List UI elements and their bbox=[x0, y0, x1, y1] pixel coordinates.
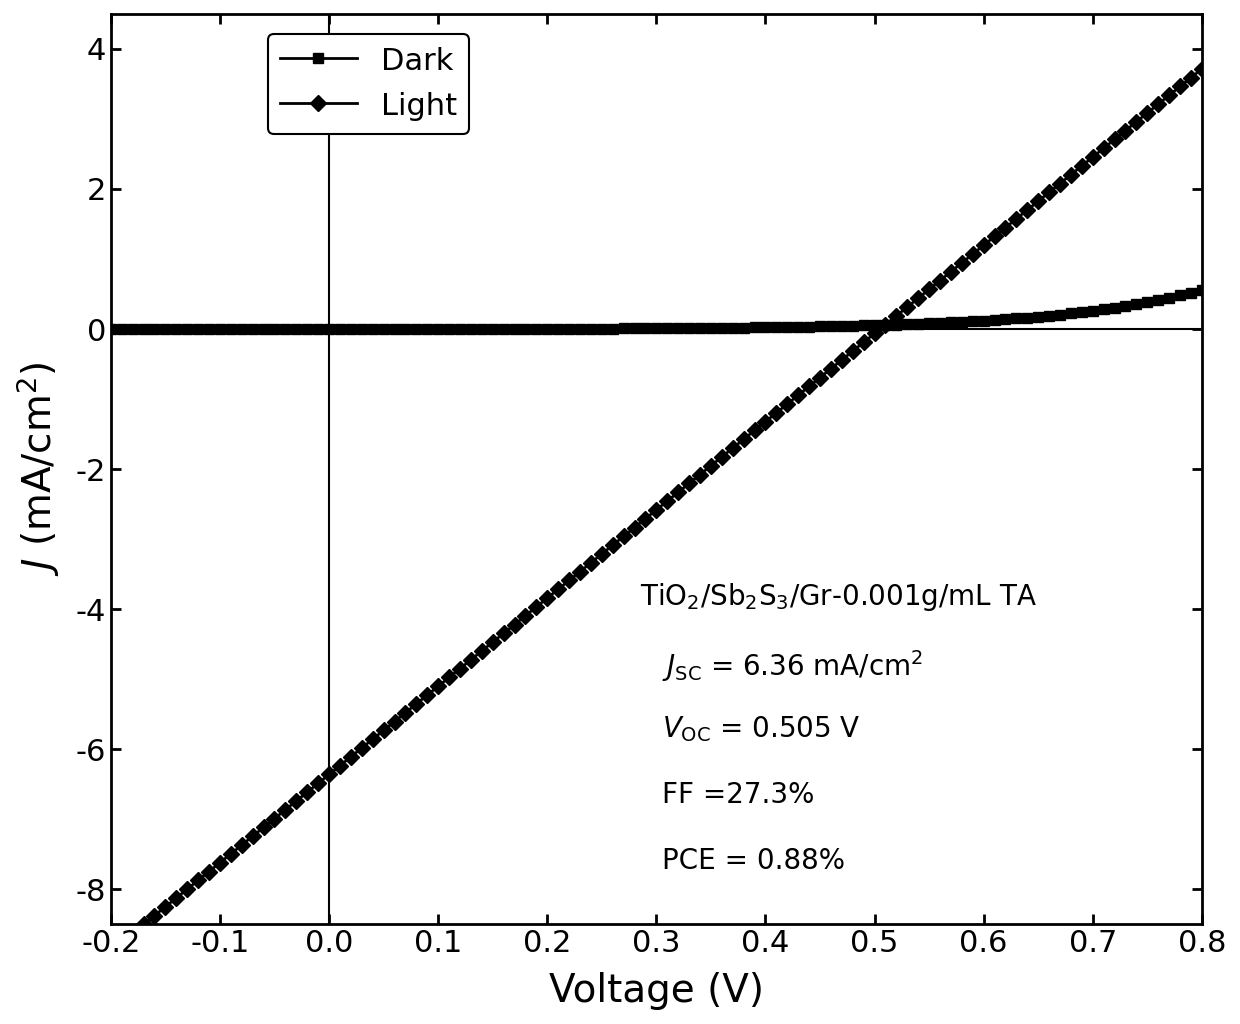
Y-axis label: $J$ (mA/cm$^2$): $J$ (mA/cm$^2$) bbox=[14, 361, 62, 577]
Dark bbox=[758, 322, 773, 334]
Text: PCE = 0.88%: PCE = 0.88% bbox=[662, 847, 844, 876]
Line: Dark: Dark bbox=[105, 285, 1207, 334]
Light bbox=[1194, 62, 1209, 75]
Light bbox=[103, 945, 118, 957]
Text: FF =27.3%: FF =27.3% bbox=[662, 780, 815, 809]
Text: $V_\mathrm{OC}$ = 0.505 V: $V_\mathrm{OC}$ = 0.505 V bbox=[662, 715, 861, 744]
Line: Light: Light bbox=[105, 63, 1208, 956]
Text: TiO$_2$/Sb$_2$S$_3$/Gr-0.001g/mL TA: TiO$_2$/Sb$_2$S$_3$/Gr-0.001g/mL TA bbox=[640, 582, 1037, 613]
Dark bbox=[180, 323, 195, 335]
Dark bbox=[103, 323, 118, 335]
Legend: Dark, Light: Dark, Light bbox=[268, 34, 470, 134]
Light bbox=[605, 539, 620, 551]
Text: $J_\mathrm{SC}$ = 6.36 mA/cm$^2$: $J_\mathrm{SC}$ = 6.36 mA/cm$^2$ bbox=[662, 648, 923, 684]
Dark bbox=[867, 319, 882, 332]
Light bbox=[758, 416, 773, 428]
Dark bbox=[376, 323, 391, 335]
Light bbox=[376, 724, 391, 736]
Light bbox=[921, 284, 936, 296]
Dark bbox=[605, 323, 620, 335]
Dark bbox=[1194, 284, 1209, 296]
Light bbox=[867, 328, 882, 340]
Dark bbox=[921, 317, 936, 330]
X-axis label: Voltage (V): Voltage (V) bbox=[549, 972, 764, 1010]
Light bbox=[180, 883, 195, 895]
